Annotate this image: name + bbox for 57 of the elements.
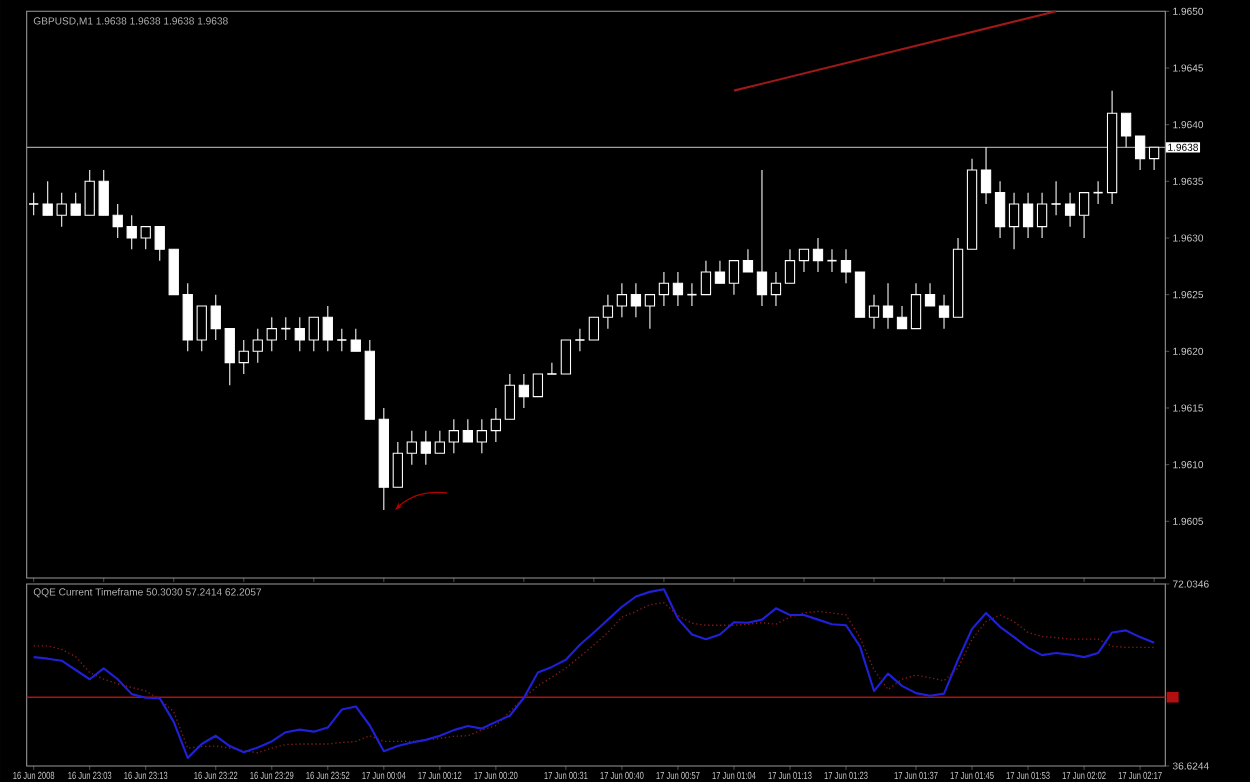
candlestick [784,248,796,284]
candlestick [574,328,586,352]
candlestick [728,260,740,296]
candlestick [406,430,417,466]
candlestick [980,146,992,205]
candlestick [1036,192,1048,239]
candlestick [392,441,403,488]
candlestick [546,362,558,375]
candlestick [490,407,502,443]
candlestick [798,248,810,273]
candlestick [840,248,852,284]
candlestick [588,316,600,341]
candlestick [1064,192,1076,228]
candlestick [910,282,922,330]
candlestick [672,271,684,307]
candlestick [882,282,894,330]
candlestick [616,282,628,318]
candlestick [714,260,726,284]
candlestick [252,328,263,364]
candlestick [868,294,880,330]
candlestick [770,271,782,307]
candlestick [1134,135,1146,171]
candlestick [560,339,572,375]
candlestick [308,316,319,352]
candlestick [518,373,530,409]
candlestick [294,316,305,352]
candlestick [756,169,768,307]
candlestick [658,271,670,307]
candlestick [630,282,642,318]
candlestick [322,305,333,352]
candlestick [1050,180,1062,216]
candlestick [420,430,431,466]
candlestick [644,294,656,330]
candlestick [476,418,488,454]
candlestick [854,271,866,318]
candlestick [266,316,277,352]
candlestick [1148,146,1160,171]
candlestick [462,418,474,443]
candlestick [336,328,348,352]
candlestick [350,328,361,352]
candlestick [504,373,516,420]
candlestick [742,248,754,273]
candlestick [812,237,824,273]
candlestick [28,192,40,216]
candlestick [434,430,446,454]
candlestick [938,294,950,330]
candlestick [532,373,544,398]
candlestick [700,260,712,296]
candlestick [994,180,1006,239]
candlestick [448,418,460,454]
candlestick [1078,192,1090,239]
candlestick [1022,192,1034,239]
candlestick [1120,112,1132,148]
candlestick [602,294,614,330]
candlestick [924,282,936,307]
candlestick [896,305,908,330]
candlestick [1008,192,1020,250]
